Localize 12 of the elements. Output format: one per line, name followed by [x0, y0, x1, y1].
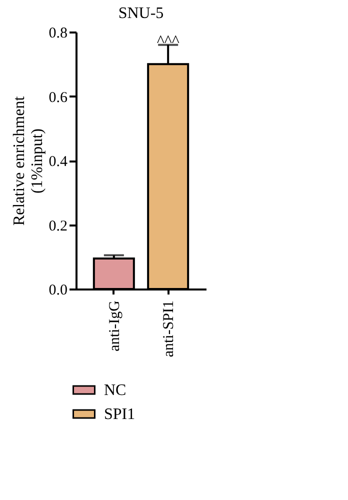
legend-label: SPI1	[104, 406, 136, 423]
y-axis-title: Relative enrichment (1%input)	[10, 96, 46, 226]
chart-title: SNU-5	[118, 5, 164, 22]
legend-label: NC	[104, 382, 126, 399]
x-tick-label: anti-SPI1	[161, 300, 178, 358]
annotation: ^^^	[156, 32, 180, 50]
y-tick-label: 0.0	[48, 282, 68, 298]
y-tick-label: 0.2	[48, 218, 68, 234]
x-tick-label: anti-IgG	[106, 300, 123, 352]
y-tick-label: 0.8	[48, 26, 68, 42]
y-tick-label: 0.4	[48, 154, 68, 170]
y-tick-label: 0.6	[48, 90, 68, 106]
